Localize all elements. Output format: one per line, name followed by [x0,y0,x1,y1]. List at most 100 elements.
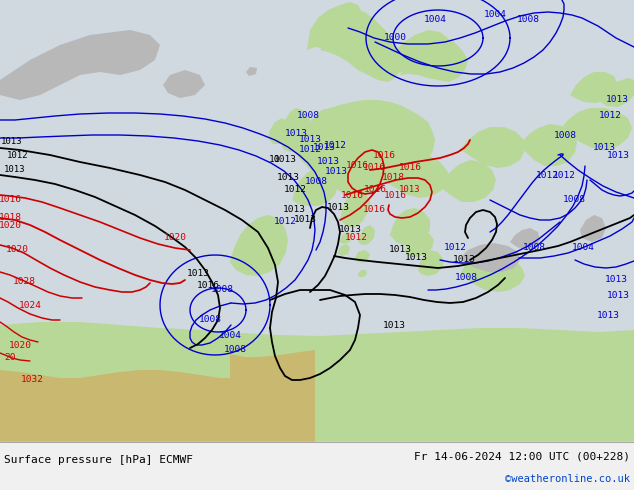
Polygon shape [510,228,540,250]
Text: 1013: 1013 [1,138,23,147]
Text: Fr 14-06-2024 12:00 UTC (00+228): Fr 14-06-2024 12:00 UTC (00+228) [414,451,630,462]
Text: 1008: 1008 [455,273,477,283]
Text: 1008: 1008 [517,16,540,24]
Text: 1013: 1013 [607,150,630,160]
Polygon shape [307,2,365,52]
Text: 1018: 1018 [0,214,22,222]
Polygon shape [338,244,350,256]
Text: 1012: 1012 [536,171,559,179]
Polygon shape [230,350,315,442]
Text: 1013: 1013 [316,157,339,167]
Text: 1013: 1013 [325,168,347,176]
Text: 1020: 1020 [8,341,32,349]
Text: 1013: 1013 [283,205,306,215]
Text: 1012: 1012 [283,186,306,195]
Text: 1016: 1016 [384,191,406,199]
Text: 1013: 1013 [294,216,316,224]
Polygon shape [0,370,280,442]
Text: 1008: 1008 [522,244,545,252]
Text: 1016: 1016 [363,164,385,172]
Bar [0,442,634,490]
Text: 1016: 1016 [363,186,387,195]
Polygon shape [460,252,525,292]
Polygon shape [418,250,444,276]
Text: 1012: 1012 [273,218,297,226]
Text: 1013: 1013 [404,253,427,263]
Text: 1013: 1013 [327,202,349,212]
Polygon shape [405,230,434,257]
Polygon shape [570,72,618,103]
Polygon shape [500,275,516,286]
Text: 1008: 1008 [304,177,328,187]
Text: 1012: 1012 [552,171,576,179]
Polygon shape [380,154,448,198]
Text: 1013: 1013 [339,225,361,235]
Text: 1013: 1013 [186,269,209,277]
Text: 1018: 1018 [382,173,404,182]
Polygon shape [0,322,634,442]
Polygon shape [340,232,352,244]
Text: 1013: 1013 [597,312,619,320]
Text: 1012: 1012 [299,146,321,154]
Text: 1000: 1000 [384,33,406,43]
Polygon shape [358,270,367,277]
Text: 20: 20 [4,353,16,363]
Polygon shape [280,108,312,152]
Text: 1016: 1016 [399,164,422,172]
Text: ©weatheronline.co.uk: ©weatheronline.co.uk [505,474,630,485]
Polygon shape [400,40,468,82]
Text: 1004: 1004 [571,244,595,252]
Text: 1004: 1004 [484,10,507,20]
Text: 1008: 1008 [198,316,221,324]
Polygon shape [163,70,205,98]
Text: 1024: 1024 [18,300,41,310]
Text: 1013: 1013 [389,245,411,254]
Text: 1008: 1008 [297,111,320,120]
Polygon shape [580,215,606,242]
Polygon shape [520,124,577,166]
Text: 1020: 1020 [6,245,29,254]
Text: 1008: 1008 [224,345,247,354]
Polygon shape [295,100,435,182]
Polygon shape [380,30,455,74]
Polygon shape [600,78,634,107]
Text: 1013: 1013 [299,136,321,145]
Text: 1020: 1020 [164,234,186,243]
Text: 1013: 1013 [4,165,26,173]
Polygon shape [440,160,496,202]
Text: 1008: 1008 [562,196,586,204]
Text: 10: 10 [269,155,281,165]
Polygon shape [320,10,402,82]
Polygon shape [230,215,288,276]
Polygon shape [292,168,338,206]
Text: 1016: 1016 [0,196,22,204]
Text: 1004: 1004 [424,16,446,24]
Text: 1013: 1013 [605,96,628,104]
Text: 1013: 1013 [382,320,406,329]
Text: 1012: 1012 [7,150,29,160]
Text: 1016: 1016 [346,161,368,170]
Polygon shape [340,188,370,227]
Polygon shape [560,108,632,150]
Text: Surface pressure [hPa] ECMWF: Surface pressure [hPa] ECMWF [4,455,193,465]
Text: 1013: 1013 [607,291,630,299]
Text: 1004: 1004 [219,330,242,340]
Text: 1013: 1013 [604,275,628,285]
Text: 1013: 1013 [399,186,421,195]
Text: 1013: 1013 [313,144,335,152]
Text: 1020: 1020 [0,220,22,229]
Polygon shape [460,243,520,272]
Text: 1008: 1008 [553,130,576,140]
Text: 1013: 1013 [453,255,476,265]
Text: 1028: 1028 [13,277,36,287]
Text: 1016: 1016 [373,150,396,160]
Text: 1008: 1008 [210,286,233,294]
Polygon shape [390,208,430,246]
Text: 1016: 1016 [340,191,363,199]
Polygon shape [246,67,257,76]
Polygon shape [268,118,290,144]
Polygon shape [460,127,525,168]
Text: 1016: 1016 [197,280,219,290]
Text: 1013: 1013 [273,155,297,165]
Text: 1012: 1012 [323,141,347,149]
